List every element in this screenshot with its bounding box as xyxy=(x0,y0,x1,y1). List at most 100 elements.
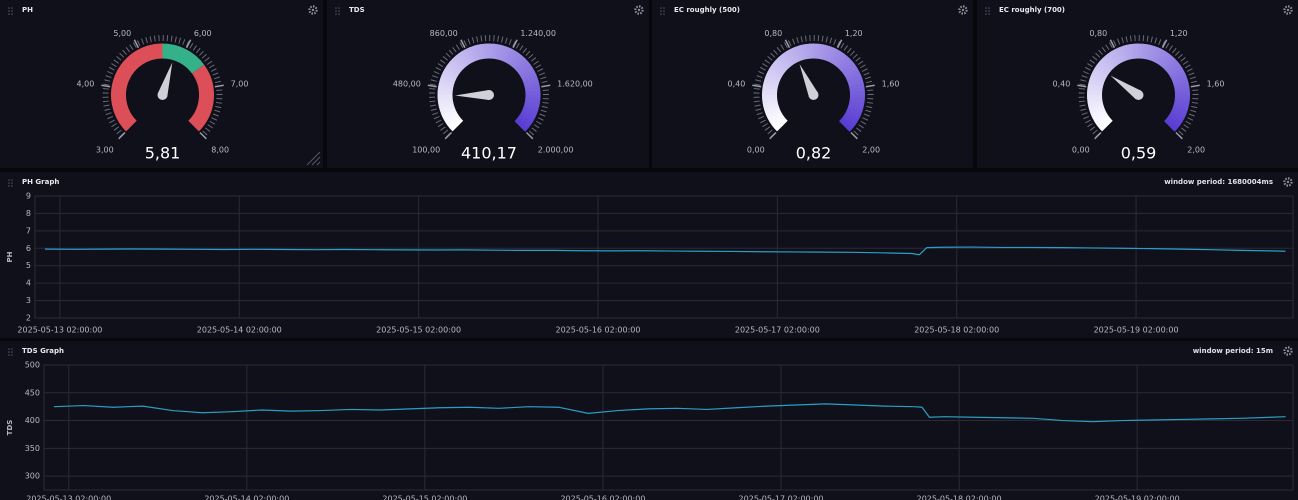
gauge-arc xyxy=(476,44,484,60)
drag-dot xyxy=(8,354,10,356)
needle-hub xyxy=(1133,90,1144,100)
y-axis-label: TDS xyxy=(6,420,14,436)
gauge-arc xyxy=(1087,100,1104,108)
panel-title: TDS xyxy=(349,6,365,14)
gear-hub xyxy=(1286,180,1290,184)
y-tick-label: 350 xyxy=(25,444,40,453)
drag-dot xyxy=(663,10,665,12)
gauge-arc xyxy=(1170,108,1187,119)
gauge-arc xyxy=(1088,78,1104,87)
window-period: window period: 15m xyxy=(1193,347,1273,355)
gauge-arc xyxy=(441,108,457,119)
drag-dot xyxy=(8,182,10,184)
drag-dot xyxy=(988,10,990,12)
gauge-arc xyxy=(444,113,460,126)
gauge-arc xyxy=(1149,46,1159,62)
y-tick-label: 2 xyxy=(26,314,31,323)
drag-dot xyxy=(11,10,13,12)
drag-dot xyxy=(11,348,13,350)
settings-button[interactable] xyxy=(1283,5,1293,15)
drag-dot xyxy=(11,179,13,181)
gauge-arc xyxy=(465,47,476,63)
gauge-arc xyxy=(837,55,851,70)
gauge-value: 410,17 xyxy=(461,144,517,163)
gauge-arc xyxy=(793,45,803,62)
gauge-arc xyxy=(773,118,788,132)
gauge-arc xyxy=(438,100,454,108)
gauge-arc xyxy=(832,51,845,66)
gauge-arc xyxy=(1152,47,1163,63)
gauge-arc xyxy=(844,111,860,123)
y-tick-label: 500 xyxy=(25,361,40,370)
tick-ring xyxy=(1078,35,1199,138)
gauge-arc xyxy=(505,49,517,65)
gauge-arc xyxy=(447,61,462,74)
gauge-arc xyxy=(1169,68,1185,79)
gauge-arc xyxy=(848,82,865,90)
gauge-value: 0,82 xyxy=(796,144,832,163)
tick-mark xyxy=(101,84,111,88)
gauge-arc xyxy=(462,48,473,64)
gauge-arc xyxy=(449,58,464,72)
tick-label: 0,40 xyxy=(728,80,746,89)
tick-ring xyxy=(753,35,874,138)
tick-label: 0,00 xyxy=(747,145,765,154)
y-tick-label: 300 xyxy=(25,472,40,481)
needle-hub xyxy=(484,90,494,100)
drag-dot xyxy=(8,10,10,12)
settings-button[interactable] xyxy=(1283,346,1293,356)
tick-label: 1.240,00 xyxy=(520,29,556,38)
gauge-arc xyxy=(1173,82,1190,90)
tick-mark xyxy=(1109,39,1116,49)
gauge-arc xyxy=(523,79,540,87)
drag-dot xyxy=(11,13,13,15)
gauge-arc xyxy=(521,71,537,82)
gauge-arc xyxy=(508,51,520,66)
settings-button[interactable] xyxy=(634,5,644,15)
gauge-arc xyxy=(1094,113,1110,126)
gauge-arc xyxy=(524,82,540,90)
panel-title: EC roughly (700) xyxy=(999,6,1065,14)
settings-button[interactable] xyxy=(958,5,968,15)
gauge-arc xyxy=(827,47,838,63)
gauge-arc xyxy=(497,44,506,61)
panel xyxy=(977,0,1298,168)
gauge-arc xyxy=(763,103,779,111)
gauge-arc xyxy=(765,71,782,82)
tick-mark xyxy=(512,39,518,49)
settings-button[interactable] xyxy=(1283,177,1293,187)
gauge-arc xyxy=(449,118,464,132)
tick-label: 0,00 xyxy=(1072,145,1090,154)
gauge-arc xyxy=(819,44,827,60)
gear-hub xyxy=(1286,8,1290,12)
gauge-arc xyxy=(1165,116,1181,129)
x-tick-label: 2025-05-19 02:00:00 xyxy=(1094,326,1179,335)
drag-dot xyxy=(660,10,662,12)
gauge-arc xyxy=(1089,74,1105,84)
tick-label: 2,00 xyxy=(1187,145,1205,154)
gauge-arc xyxy=(848,100,865,108)
gauge-arc xyxy=(438,82,454,90)
x-tick-label: 2025-05-15 02:00:00 xyxy=(376,326,461,335)
gauge-arc xyxy=(1096,116,1111,129)
tick-mark xyxy=(784,39,791,49)
gauge-arc xyxy=(518,64,534,77)
gauge-arc xyxy=(522,106,538,116)
gauge-arc xyxy=(518,114,533,126)
gauge-arc xyxy=(842,114,858,126)
x-tick-label: 2025-05-15 02:00:00 xyxy=(382,495,467,500)
drag-dot xyxy=(663,13,665,15)
gauge-arc xyxy=(1092,111,1108,122)
y-tick-label: 9 xyxy=(26,192,31,201)
panel-title: PH xyxy=(22,6,33,14)
drag-dot xyxy=(11,182,13,184)
panel xyxy=(652,0,973,168)
drag-dot xyxy=(8,348,10,350)
tick-label: 2,00 xyxy=(862,145,880,154)
tick-ring xyxy=(102,35,223,138)
panel-title: TDS Graph xyxy=(22,347,64,355)
gauge-arc xyxy=(780,53,793,68)
gauge-arc xyxy=(520,68,536,79)
